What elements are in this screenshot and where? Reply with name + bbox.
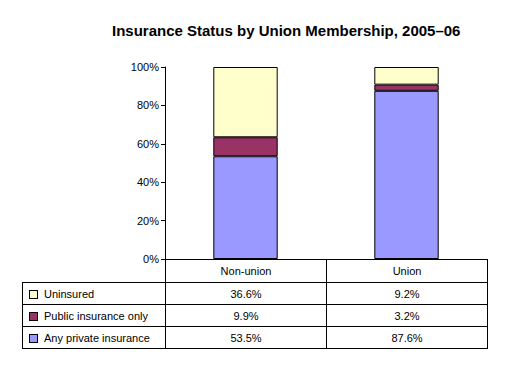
html-text:Public insurance only: Public insurance only (44, 309, 148, 322)
svg-text:20%: 20% (137, 215, 159, 227)
html-text:Non-union: Non-union (220, 265, 272, 277)
html-text:Any private insurance: Any private insurance (44, 331, 150, 344)
svg-text:100%: 100% (131, 61, 159, 73)
svg-text:0%: 0% (143, 253, 159, 265)
html-text:3.2%: 3.2% (394, 309, 420, 322)
html-text:Uninsured: Uninsured (44, 287, 95, 300)
html-text:Union: Union (392, 265, 422, 277)
svg-text:60%: 60% (137, 138, 159, 150)
html-text:53.5%: 53.5% (230, 331, 262, 344)
html-text:9.2%: 9.2% (394, 287, 420, 300)
html-text:9.9%: 9.9% (233, 309, 259, 322)
html-text:87.6%: 87.6% (391, 331, 423, 344)
html-text:36.6%: 36.6% (230, 287, 262, 300)
svg-text:Insurance Status by Union Memb: Insurance Status by Union Membership, 20… (112, 22, 460, 39)
svg-text:40%: 40% (137, 176, 159, 188)
svg-text:80%: 80% (137, 99, 159, 111)
